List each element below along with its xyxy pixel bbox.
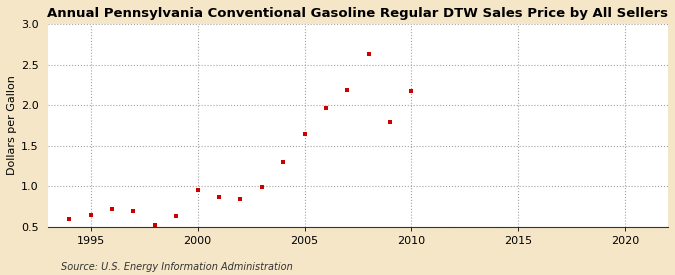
- Title: Annual Pennsylvania Conventional Gasoline Regular DTW Sales Price by All Sellers: Annual Pennsylvania Conventional Gasolin…: [47, 7, 668, 20]
- Y-axis label: Dollars per Gallon: Dollars per Gallon: [7, 76, 17, 175]
- Text: Source: U.S. Energy Information Administration: Source: U.S. Energy Information Administ…: [61, 262, 292, 272]
